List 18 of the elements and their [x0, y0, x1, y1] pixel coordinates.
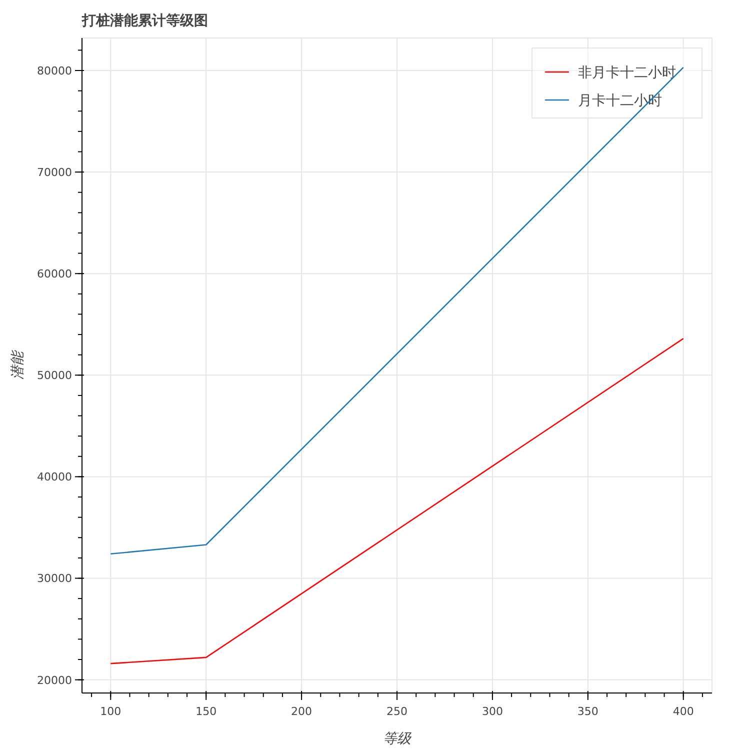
x-tick-label: 250	[386, 705, 408, 718]
x-tick-label: 400	[672, 705, 694, 718]
y-axis-title: 潜能	[10, 350, 26, 380]
y-tick-label: 80000	[37, 64, 72, 78]
y-tick-label: 40000	[37, 470, 72, 484]
legend-label: 非月卡十二小时	[578, 65, 676, 81]
x-axis-title: 等级	[383, 731, 412, 747]
y-tick-label: 20000	[37, 674, 72, 687]
x-tick-label: 200	[291, 705, 312, 718]
y-tick-label: 30000	[37, 572, 72, 586]
x-tick-label: 350	[577, 705, 598, 718]
x-tick-label: 100	[100, 705, 122, 718]
chart-title: 打桩潜能累计等级图	[81, 12, 208, 29]
x-tick-label: 300	[482, 705, 503, 718]
y-tick-label: 50000	[37, 369, 72, 382]
y-tick-label: 60000	[37, 268, 72, 281]
x-tick-label: 150	[196, 705, 217, 718]
y-tick-label: 70000	[37, 166, 72, 180]
